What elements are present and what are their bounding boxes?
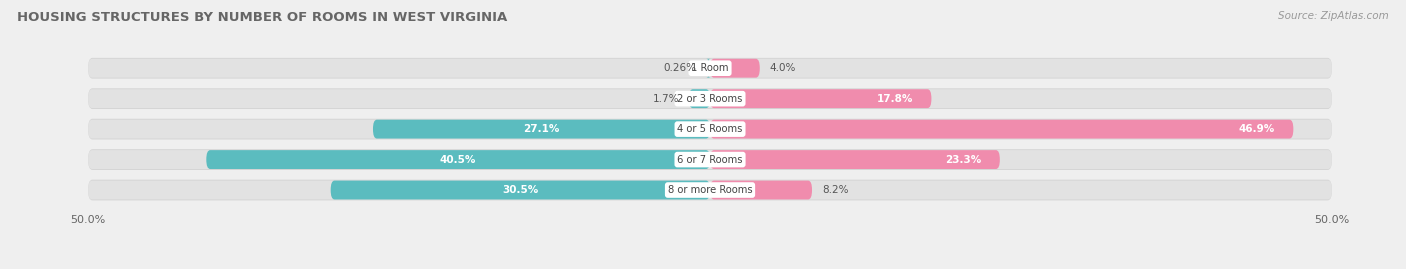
FancyBboxPatch shape xyxy=(689,89,710,108)
Text: 6 or 7 Rooms: 6 or 7 Rooms xyxy=(678,155,742,165)
FancyBboxPatch shape xyxy=(89,180,1331,200)
FancyBboxPatch shape xyxy=(207,150,710,169)
FancyBboxPatch shape xyxy=(89,88,1331,109)
FancyBboxPatch shape xyxy=(89,149,1331,170)
Text: 0.26%: 0.26% xyxy=(664,63,697,73)
FancyBboxPatch shape xyxy=(373,120,710,139)
FancyBboxPatch shape xyxy=(710,120,1294,139)
FancyBboxPatch shape xyxy=(89,89,1331,108)
Text: Source: ZipAtlas.com: Source: ZipAtlas.com xyxy=(1278,11,1389,21)
FancyBboxPatch shape xyxy=(89,58,1331,79)
Text: 30.5%: 30.5% xyxy=(502,185,538,195)
FancyBboxPatch shape xyxy=(89,59,1331,78)
Text: 4 or 5 Rooms: 4 or 5 Rooms xyxy=(678,124,742,134)
Text: 27.1%: 27.1% xyxy=(523,124,560,134)
Text: 40.5%: 40.5% xyxy=(440,155,477,165)
Text: 2 or 3 Rooms: 2 or 3 Rooms xyxy=(678,94,742,104)
Text: 1 Room: 1 Room xyxy=(692,63,728,73)
FancyBboxPatch shape xyxy=(710,150,1000,169)
FancyBboxPatch shape xyxy=(710,180,813,200)
Text: HOUSING STRUCTURES BY NUMBER OF ROOMS IN WEST VIRGINIA: HOUSING STRUCTURES BY NUMBER OF ROOMS IN… xyxy=(17,11,508,24)
Text: 17.8%: 17.8% xyxy=(876,94,912,104)
FancyBboxPatch shape xyxy=(89,150,1331,169)
Text: 46.9%: 46.9% xyxy=(1239,124,1275,134)
Text: 8.2%: 8.2% xyxy=(823,185,848,195)
Text: 1.7%: 1.7% xyxy=(652,94,679,104)
FancyBboxPatch shape xyxy=(710,59,759,78)
FancyBboxPatch shape xyxy=(706,59,710,78)
Text: 23.3%: 23.3% xyxy=(945,155,981,165)
Text: 8 or more Rooms: 8 or more Rooms xyxy=(668,185,752,195)
FancyBboxPatch shape xyxy=(89,180,1331,200)
FancyBboxPatch shape xyxy=(330,180,710,200)
FancyBboxPatch shape xyxy=(710,89,931,108)
FancyBboxPatch shape xyxy=(89,120,1331,139)
Text: 4.0%: 4.0% xyxy=(769,63,796,73)
FancyBboxPatch shape xyxy=(89,119,1331,139)
